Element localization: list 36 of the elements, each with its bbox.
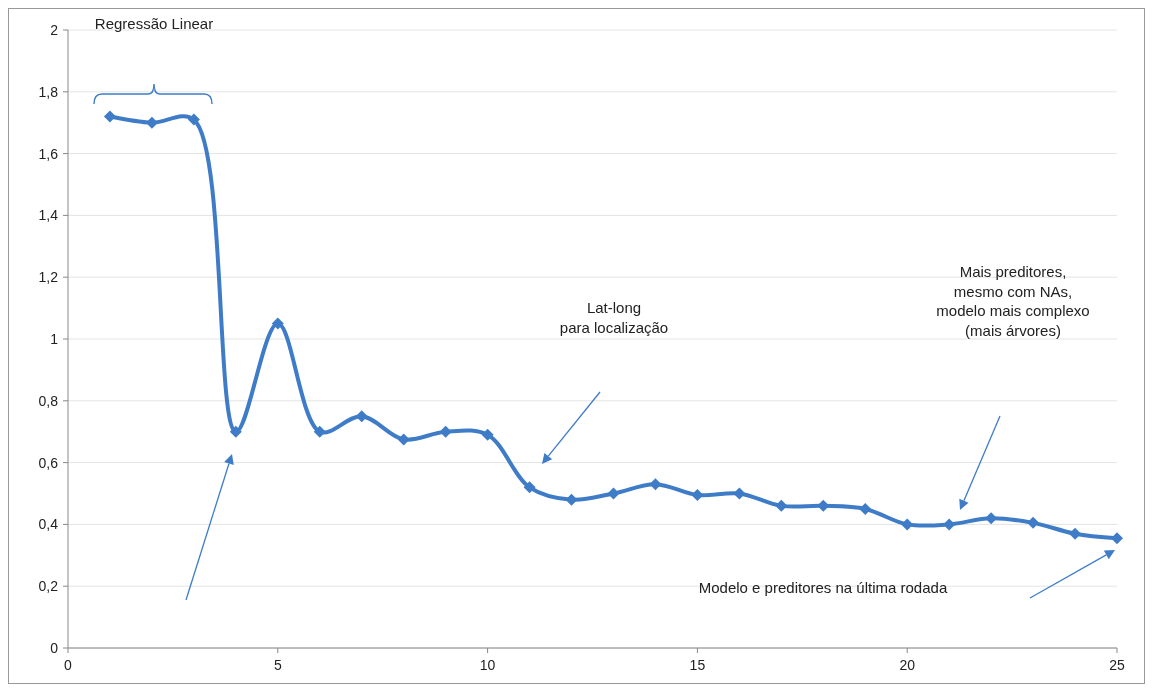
point <box>313 425 326 438</box>
point <box>481 428 494 441</box>
x-tick-label: 5 <box>273 657 282 673</box>
point <box>943 518 956 531</box>
point <box>859 502 872 515</box>
point <box>271 317 284 330</box>
y-tick-label: 0,2 <box>38 578 59 595</box>
point <box>103 110 116 123</box>
y-tick-label: 0,6 <box>38 454 59 471</box>
annotation: Modelo e preditores na última rodada <box>698 579 948 596</box>
annotation: Regressão Linear <box>94 15 214 32</box>
y-tick-label: 0 <box>50 639 59 656</box>
x-tick-label: 20 <box>899 657 916 673</box>
annotation: Lat-long para localização <box>559 299 669 336</box>
y-tick-label: 1 <box>50 330 59 347</box>
point <box>229 425 242 438</box>
y-tick-label: 1,8 <box>38 83 59 100</box>
point <box>1069 527 1082 540</box>
point <box>607 487 620 500</box>
annotation: Mais preditores, mesmo com NAs, modelo mais complexo (mais árvores) <box>936 263 1090 339</box>
point <box>1111 532 1123 545</box>
y-tick-label: 0,4 <box>38 516 59 533</box>
y-tick-label: 0,8 <box>38 392 59 409</box>
x-tick-label: 25 <box>1109 657 1125 673</box>
x-tick-label: 15 <box>689 657 706 673</box>
point <box>523 481 536 494</box>
y-tick-label: 1,2 <box>38 269 59 286</box>
y-tick-label: 1,6 <box>38 145 59 162</box>
y-tick-label: 2 <box>50 21 59 38</box>
point <box>439 425 452 438</box>
point <box>187 113 200 126</box>
y-tick-label: 1,4 <box>38 207 59 224</box>
point <box>1027 516 1040 529</box>
point <box>775 499 788 512</box>
x-tick-label: 10 <box>479 657 496 673</box>
x-tick-label: 0 <box>64 657 73 673</box>
